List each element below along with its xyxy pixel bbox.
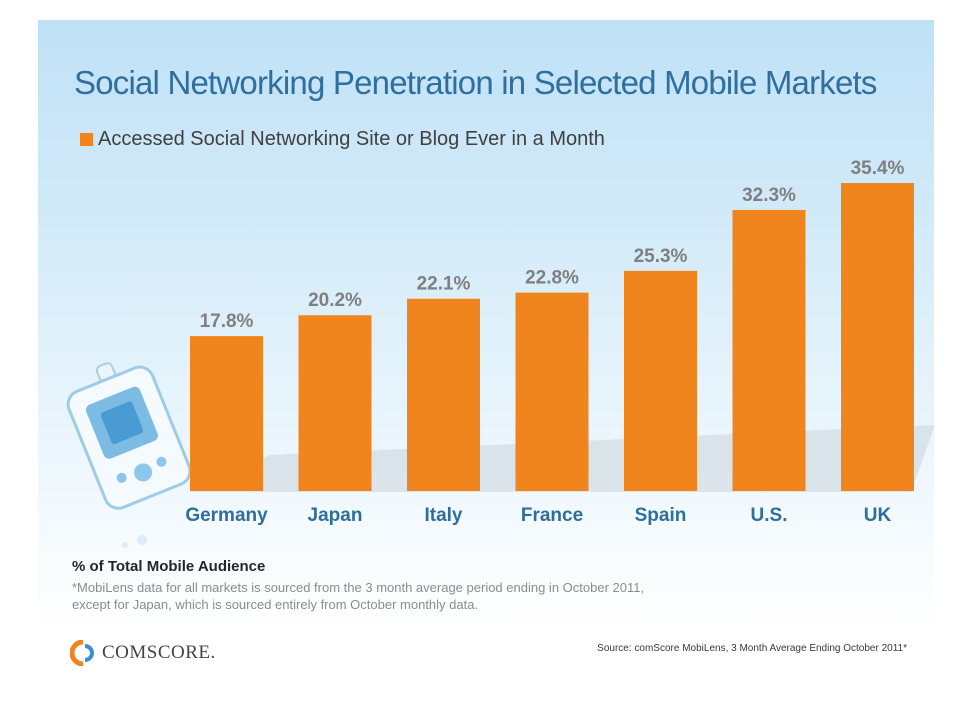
bar-italy: [407, 298, 480, 491]
bar-u-s: [732, 209, 806, 492]
category-label-france: France: [521, 505, 583, 526]
value-labels: 17.8% 20.2% 22.1% 22.8% 25.3% 32.3% 35.4%: [200, 158, 905, 332]
value-label-italy: 22.1%: [417, 274, 471, 295]
y-axis-label: % of Total Mobile Audience: [72, 558, 266, 575]
category-label-u-s: U.S.: [751, 505, 788, 526]
value-label-uk: 35.4%: [851, 158, 905, 179]
bar-uk: [841, 183, 914, 491]
phone-icon: [66, 362, 192, 548]
bar-germany: [190, 336, 263, 491]
bar-japan: [298, 315, 372, 491]
source-note: Source: comScore MobiLens, 3 Month Avera…: [597, 643, 907, 654]
comscore-logo-icon: [70, 640, 94, 666]
logo-text: COMSCORE.: [102, 642, 216, 663]
category-label-uk: UK: [864, 505, 892, 526]
bar-france: [515, 292, 589, 491]
bar-spain: [624, 270, 697, 491]
category-labels: Germany Japan Italy France Spain U.S. UK: [185, 505, 891, 526]
bars: [190, 183, 914, 492]
value-label-japan: 20.2%: [308, 290, 362, 311]
category-label-germany: Germany: [185, 505, 268, 526]
category-label-italy: Italy: [424, 505, 462, 526]
category-label-japan: Japan: [308, 505, 363, 526]
category-label-spain: Spain: [635, 505, 687, 526]
chart-title: Social Networking Penetration in Selecte…: [74, 64, 877, 101]
footnote: *MobiLens data for all markets is source…: [72, 580, 645, 612]
legend-swatch: [80, 133, 93, 146]
legend-label: Accessed Social Networking Site or Blog …: [98, 128, 605, 150]
legend: Accessed Social Networking Site or Blog …: [80, 128, 605, 151]
comscore-logo: COMSCORE.: [70, 640, 216, 666]
value-label-u-s: 32.3%: [742, 185, 796, 206]
value-label-spain: 25.3%: [634, 246, 688, 267]
value-label-germany: 17.8%: [200, 311, 254, 332]
value-label-france: 22.8%: [525, 268, 579, 289]
